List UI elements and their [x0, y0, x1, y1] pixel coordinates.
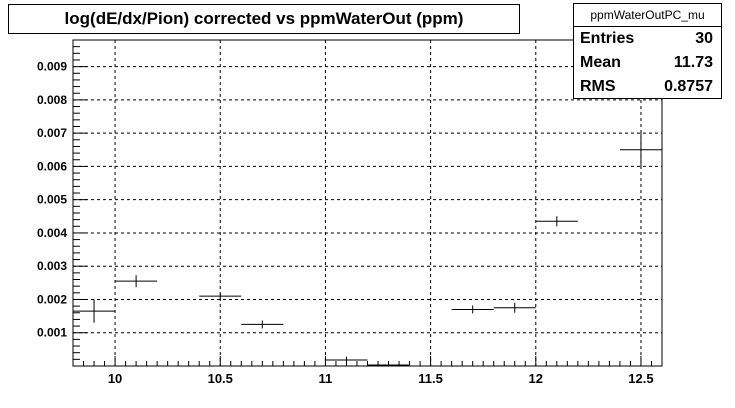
- stat-label: RMS: [580, 78, 616, 95]
- x-tick-label: 12: [529, 371, 543, 386]
- data-point: [241, 320, 284, 329]
- stat-value: 11.73: [673, 54, 713, 71]
- y-tick-label: 0.009: [37, 60, 67, 74]
- axes: 10 10.5 11 11.5 12 12.5 0.001 0.002 0.003 0.004 0.…: [37, 39, 654, 386]
- data-points: [73, 131, 662, 366]
- y-tick-label: 0.001: [37, 326, 67, 340]
- x-tick-label: 12.5: [628, 371, 653, 386]
- stat-value: 0.8757: [664, 78, 713, 95]
- y-tick-label: 0.002: [37, 292, 67, 306]
- y-tick-label: 0.007: [37, 126, 67, 140]
- stat-label: Mean: [580, 54, 621, 71]
- x-tick-label: 10.5: [208, 371, 233, 386]
- x-tick-label: 11.5: [418, 371, 443, 386]
- stat-row-mean: Mean 11.73: [574, 51, 721, 75]
- stats-box: ppmWaterOutPC_mu Entries 30 Mean 11.73 R…: [573, 3, 722, 99]
- stat-row-rms: RMS 0.8757: [574, 75, 721, 99]
- x-tick-label: 10: [108, 371, 122, 386]
- chart-title: log(dE/dx/Pion) corrected vs ppmWaterOut…: [8, 4, 520, 34]
- y-tick-label: 0.004: [37, 226, 67, 240]
- stats-name: ppmWaterOutPC_mu: [574, 4, 721, 27]
- stat-label: Entries: [580, 30, 635, 47]
- data-point: [115, 275, 158, 288]
- data-point: [73, 299, 116, 323]
- y-tick-label: 0.005: [37, 193, 67, 207]
- data-point: [535, 216, 578, 227]
- data-point: [199, 293, 242, 299]
- data-point: [325, 356, 368, 364]
- data-point: [493, 302, 536, 313]
- y-tick-label: 0.006: [37, 159, 67, 173]
- grid-lines: [73, 40, 662, 366]
- x-tick-label: 11: [319, 371, 333, 386]
- stat-row-entries: Entries 30: [574, 27, 721, 51]
- y-tick-label: 0.003: [37, 259, 67, 273]
- data-point: [451, 305, 494, 314]
- data-point: [367, 364, 410, 366]
- data-point: [619, 131, 662, 169]
- stat-value: 30: [695, 30, 713, 47]
- y-tick-label: 0.008: [37, 93, 67, 107]
